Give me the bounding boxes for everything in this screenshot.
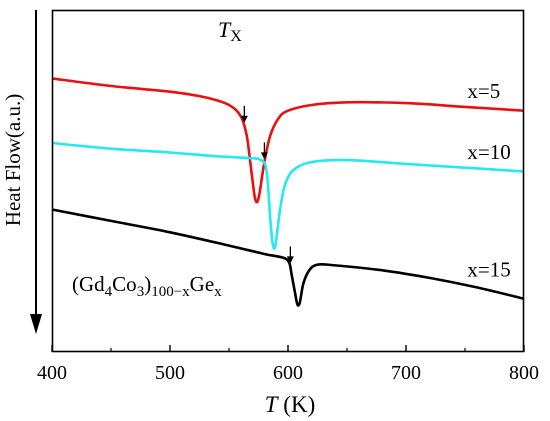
formula-part-f: 100−x xyxy=(151,284,190,300)
plot-frame xyxy=(51,9,525,353)
x-tick-label: 400 xyxy=(37,362,67,384)
formula-part-g: Ge xyxy=(190,272,215,296)
series-label-1: x=5 xyxy=(467,79,500,103)
composition-formula: (Gd4Co3)100−xGex xyxy=(72,272,222,300)
y-axis-arrow xyxy=(30,10,42,334)
x-axis-label-italic: T xyxy=(265,392,280,417)
y-axis-label: Heat Flow(a.u.) xyxy=(1,94,25,226)
x-tick-label: 800 xyxy=(509,362,539,384)
x-tick-label: 700 xyxy=(391,362,421,384)
formula-part-h: x xyxy=(214,284,222,300)
transition-arrow-2 xyxy=(260,142,268,160)
transition-arrow-1 xyxy=(240,105,248,123)
series-label-3: x=15 xyxy=(467,258,510,282)
x-axis-label-unit: (K) xyxy=(278,392,316,417)
series-layer: x=5 x=10 x=15 xyxy=(51,77,525,307)
formula-part-a: (Gd xyxy=(72,272,105,296)
tx-annotation-main: T xyxy=(218,17,232,42)
transition-arrow-3 xyxy=(286,246,294,264)
x-axis-ticks: 400 500 600 700 800 xyxy=(37,345,539,384)
formula-part-e: ) xyxy=(144,272,151,296)
x-tick-label: 600 xyxy=(273,362,303,384)
series-line-2 xyxy=(51,141,525,250)
series-line-1 xyxy=(51,77,525,204)
formula-part-b: 4 xyxy=(105,284,113,300)
x-tick-label: 500 xyxy=(155,362,185,384)
x-axis-label: T (K) xyxy=(265,392,315,417)
formula-part-d: 3 xyxy=(137,284,145,300)
tx-annotation: TX xyxy=(218,17,242,45)
series-label-2: x=10 xyxy=(467,140,510,164)
tx-annotation-sub: X xyxy=(230,28,242,45)
formula-part-c: Co xyxy=(112,272,137,296)
series-line-3 xyxy=(51,208,525,307)
